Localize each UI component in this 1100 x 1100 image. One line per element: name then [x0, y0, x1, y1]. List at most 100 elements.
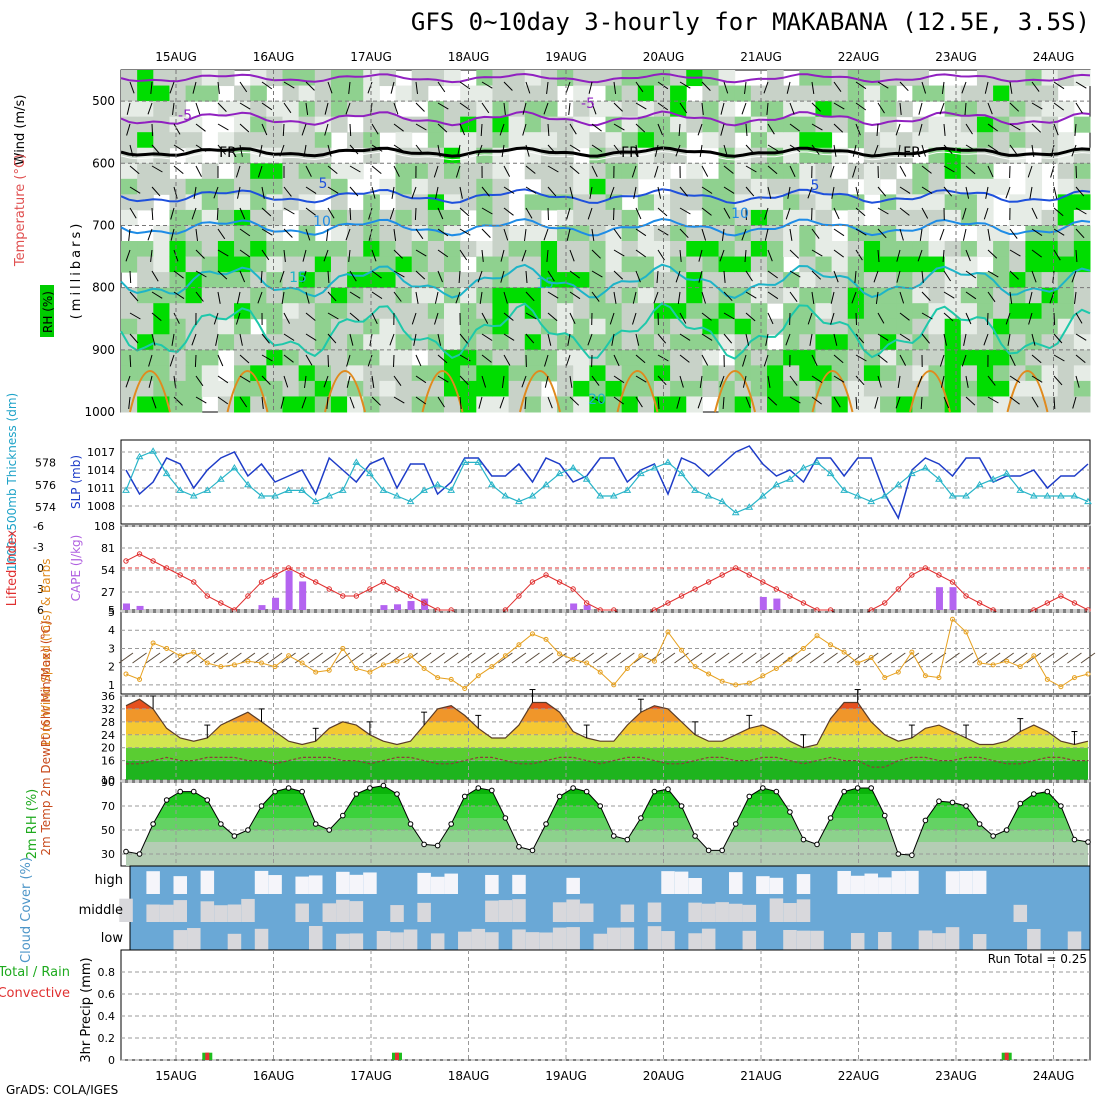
- cloud-cell: [729, 903, 743, 922]
- rh-point: [936, 798, 942, 805]
- rh-cell: [1041, 380, 1059, 397]
- rh-cell: [524, 225, 542, 242]
- wind-barb: [1031, 375, 1043, 383]
- rh-cell: [411, 178, 429, 195]
- wind-barb: [855, 228, 867, 236]
- rh-cell: [912, 178, 929, 195]
- wind-barb: [173, 396, 183, 406]
- wind-barb: [701, 207, 712, 216]
- rh-cell: [330, 194, 348, 211]
- wind-barb: [807, 186, 813, 199]
- rh-point: [570, 785, 576, 791]
- rh-cell: [395, 287, 413, 304]
- rh-cell: [831, 272, 849, 289]
- surface-barb: [443, 652, 459, 664]
- rh-cell: [217, 225, 235, 242]
- rh-cell: [282, 380, 300, 397]
- wind-barb: [411, 186, 417, 199]
- wind-barb: [459, 396, 462, 409]
- rh-cell: [783, 225, 800, 242]
- rh-cell: [993, 132, 1010, 149]
- rh-cell: [573, 101, 590, 118]
- wind-barb: [217, 144, 226, 155]
- rh-cell: [282, 241, 300, 258]
- rh-cell: [847, 85, 865, 102]
- cloud-cell: [566, 899, 580, 922]
- rh-point: [367, 785, 373, 791]
- rh-point: [854, 785, 861, 791]
- rh-cell: [169, 396, 187, 413]
- li-point: [570, 586, 576, 592]
- wind-speed-point: [1071, 675, 1077, 681]
- rh-cell: [1073, 365, 1091, 382]
- wind-barb: [283, 81, 295, 89]
- wind-barb: [963, 333, 967, 346]
- wind-barb: [305, 102, 309, 115]
- wind-barb: [569, 165, 580, 175]
- rh-cell: [589, 287, 606, 304]
- wind-barb: [1031, 207, 1038, 220]
- wind-barb: [371, 291, 383, 300]
- wind-barb: [547, 291, 559, 299]
- wind-barb: [261, 396, 264, 409]
- wind-barb: [965, 144, 977, 152]
- wind-barb: [1053, 312, 1056, 326]
- y-tick-label: 6: [37, 604, 44, 617]
- rh-cell: [444, 225, 461, 242]
- rh-cell: [718, 178, 736, 195]
- rh-cell: [605, 380, 623, 397]
- rh-point: [245, 827, 251, 833]
- wind-barb: [128, 396, 131, 409]
- rh-cell: [831, 70, 849, 87]
- wind-barb: [917, 375, 923, 388]
- wind-speed-point: [814, 633, 820, 639]
- contour-label: 15: [536, 276, 554, 292]
- rh-cell: [266, 101, 283, 118]
- rh-cell: [767, 132, 784, 149]
- rh-cell: [589, 396, 606, 413]
- cloud-cell: [918, 930, 933, 950]
- wind-barb: [943, 270, 952, 282]
- wind-barb: [1009, 228, 1018, 239]
- rh-cell: [944, 194, 962, 211]
- contour-10: [120, 217, 1091, 237]
- wind-speed-point: [1044, 676, 1050, 682]
- rh-cell: [427, 380, 445, 397]
- surface-barb: [850, 652, 865, 664]
- rh-cell: [492, 225, 510, 242]
- rh-cell: [718, 225, 736, 242]
- rh-cell: [1073, 163, 1091, 180]
- wind-barb: [305, 291, 310, 304]
- wind-barb: [525, 333, 535, 344]
- rh-cell: [896, 380, 913, 397]
- rh-cell: [621, 303, 639, 320]
- thickness-point: [325, 492, 334, 499]
- rh-cell: [460, 396, 477, 413]
- rh-point: [475, 785, 482, 791]
- rh-cell: [928, 396, 946, 413]
- wind-speed-point: [936, 675, 942, 681]
- wind-speed-point: [177, 653, 183, 659]
- rh-cell: [314, 287, 332, 304]
- rh-cell: [411, 365, 429, 382]
- rh-cell: [169, 70, 187, 87]
- cloud-cell: [308, 875, 323, 894]
- wind-barb: [261, 333, 270, 344]
- wind-barb: [371, 396, 381, 406]
- wind-barb: [522, 123, 527, 136]
- wind-barb: [635, 144, 639, 157]
- rh-cell: [460, 241, 477, 258]
- temp-band: [126, 760, 1088, 780]
- y-tick-label: low: [101, 931, 124, 946]
- rh-cell: [750, 241, 768, 258]
- wind-barb: [874, 396, 879, 409]
- wind-speed-point: [313, 669, 319, 675]
- rh-cell: [427, 318, 445, 335]
- contour-20: [120, 302, 1091, 360]
- wind-barb: [921, 165, 932, 174]
- cloud-cell: [1027, 928, 1041, 950]
- surface-barb: [647, 652, 662, 664]
- wind-barb: [323, 375, 329, 388]
